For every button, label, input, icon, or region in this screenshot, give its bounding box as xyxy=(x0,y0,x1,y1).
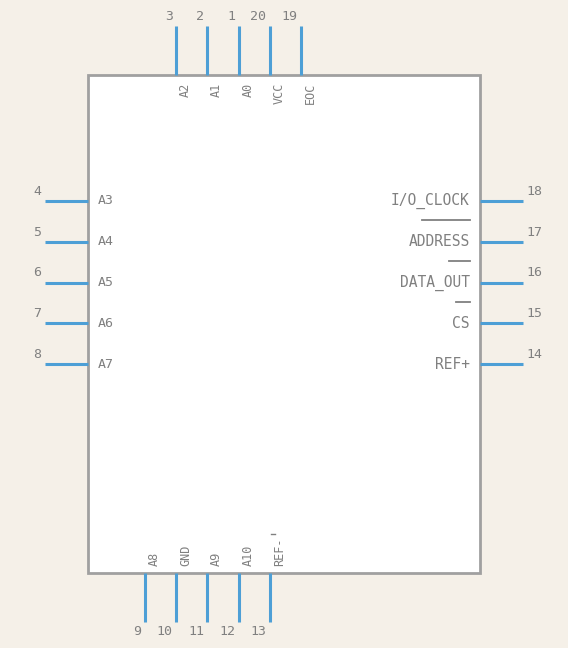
Text: 2: 2 xyxy=(196,10,204,23)
Text: 7: 7 xyxy=(34,307,41,320)
Text: A3: A3 xyxy=(98,194,114,207)
Text: ADDRESS: ADDRESS xyxy=(408,234,470,249)
Text: 12: 12 xyxy=(219,625,235,638)
Text: A2: A2 xyxy=(179,82,192,97)
Text: 4: 4 xyxy=(34,185,41,198)
Text: 15: 15 xyxy=(527,307,542,320)
Text: A6: A6 xyxy=(98,317,114,330)
Text: 5: 5 xyxy=(34,226,41,238)
Text: A0: A0 xyxy=(241,82,254,97)
Text: 9: 9 xyxy=(133,625,141,638)
Text: GND: GND xyxy=(179,544,192,566)
Text: REF-: REF- xyxy=(273,537,286,566)
Text: A5: A5 xyxy=(98,276,114,289)
Text: VCC: VCC xyxy=(273,82,286,104)
Text: 20: 20 xyxy=(250,10,266,23)
Text: 14: 14 xyxy=(527,348,542,361)
Text: 17: 17 xyxy=(527,226,542,238)
Text: 16: 16 xyxy=(527,266,542,279)
Text: 3: 3 xyxy=(165,10,173,23)
Text: A10: A10 xyxy=(241,544,254,566)
Text: A9: A9 xyxy=(210,551,223,566)
Text: 11: 11 xyxy=(188,625,204,638)
Text: EOC: EOC xyxy=(304,82,317,104)
Text: A7: A7 xyxy=(98,358,114,371)
Text: 18: 18 xyxy=(527,185,542,198)
Text: A1: A1 xyxy=(210,82,223,97)
Text: 1: 1 xyxy=(227,10,235,23)
Text: 6: 6 xyxy=(34,266,41,279)
Text: I/O_CLOCK: I/O_CLOCK xyxy=(391,192,470,209)
Bar xyxy=(88,75,480,573)
Text: A4: A4 xyxy=(98,235,114,248)
Text: 13: 13 xyxy=(250,625,266,638)
Text: DATA_OUT: DATA_OUT xyxy=(400,274,470,291)
Text: REF+: REF+ xyxy=(435,356,470,372)
Text: 10: 10 xyxy=(157,625,173,638)
Text: CS: CS xyxy=(452,316,470,331)
Text: 8: 8 xyxy=(34,348,41,361)
Text: A8: A8 xyxy=(148,551,161,566)
Text: 19: 19 xyxy=(282,10,298,23)
